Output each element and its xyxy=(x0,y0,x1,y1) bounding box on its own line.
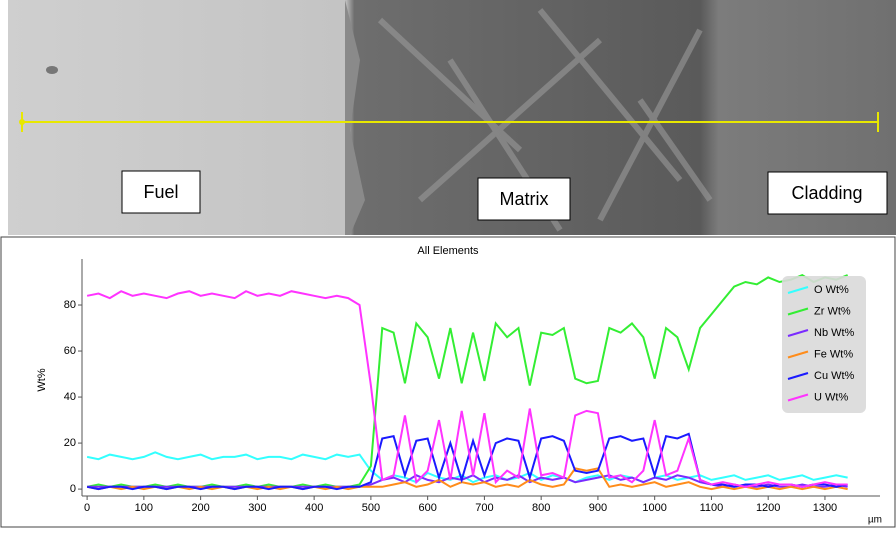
scan-start xyxy=(19,119,25,125)
region-label: Cladding xyxy=(791,183,862,203)
legend-label: Fe Wt% xyxy=(814,348,853,360)
x-tick-label: 200 xyxy=(191,502,209,514)
y-tick-label: 80 xyxy=(64,299,76,311)
y-tick-label: 40 xyxy=(64,391,76,403)
x-tick-label: 0 xyxy=(84,502,90,514)
legend-label: Cu Wt% xyxy=(814,370,855,382)
x-tick-label: 300 xyxy=(248,502,266,514)
x-tick-label: 900 xyxy=(589,502,607,514)
x-tick-label: 1300 xyxy=(813,502,837,514)
y-axis-label: Wt% xyxy=(36,368,48,391)
x-tick-label: 1100 xyxy=(700,502,724,514)
y-tick-label: 0 xyxy=(70,483,76,495)
x-axis-label: µm xyxy=(868,515,882,526)
region-label: Fuel xyxy=(143,182,178,202)
y-tick-label: 20 xyxy=(64,437,76,449)
y-tick-label: 60 xyxy=(64,345,76,357)
page: {"image": {"labels": ["Fuel", "Matrix", … xyxy=(0,0,896,528)
x-tick-label: 500 xyxy=(362,502,380,514)
x-tick-label: 600 xyxy=(418,502,436,514)
legend-label: O Wt% xyxy=(814,284,849,296)
figure: Fuel Matrix Cladding All Elements Wt% µm… xyxy=(0,0,896,528)
x-tick-label: 1000 xyxy=(642,502,666,514)
spot xyxy=(46,66,58,74)
x-tick-label: 800 xyxy=(532,502,550,514)
legend-label: U Wt% xyxy=(814,391,848,403)
x-tick-label: 100 xyxy=(135,502,153,514)
x-tick-label: 400 xyxy=(305,502,323,514)
x-tick-label: 1200 xyxy=(756,502,780,514)
region-label: Matrix xyxy=(500,189,549,209)
legend-label: Nb Wt% xyxy=(814,327,855,339)
legend-label: Zr Wt% xyxy=(814,305,851,317)
x-tick-label: 700 xyxy=(475,502,493,514)
chart-title: All Elements xyxy=(417,245,479,257)
micrograph: Fuel Matrix Cladding xyxy=(8,0,896,235)
